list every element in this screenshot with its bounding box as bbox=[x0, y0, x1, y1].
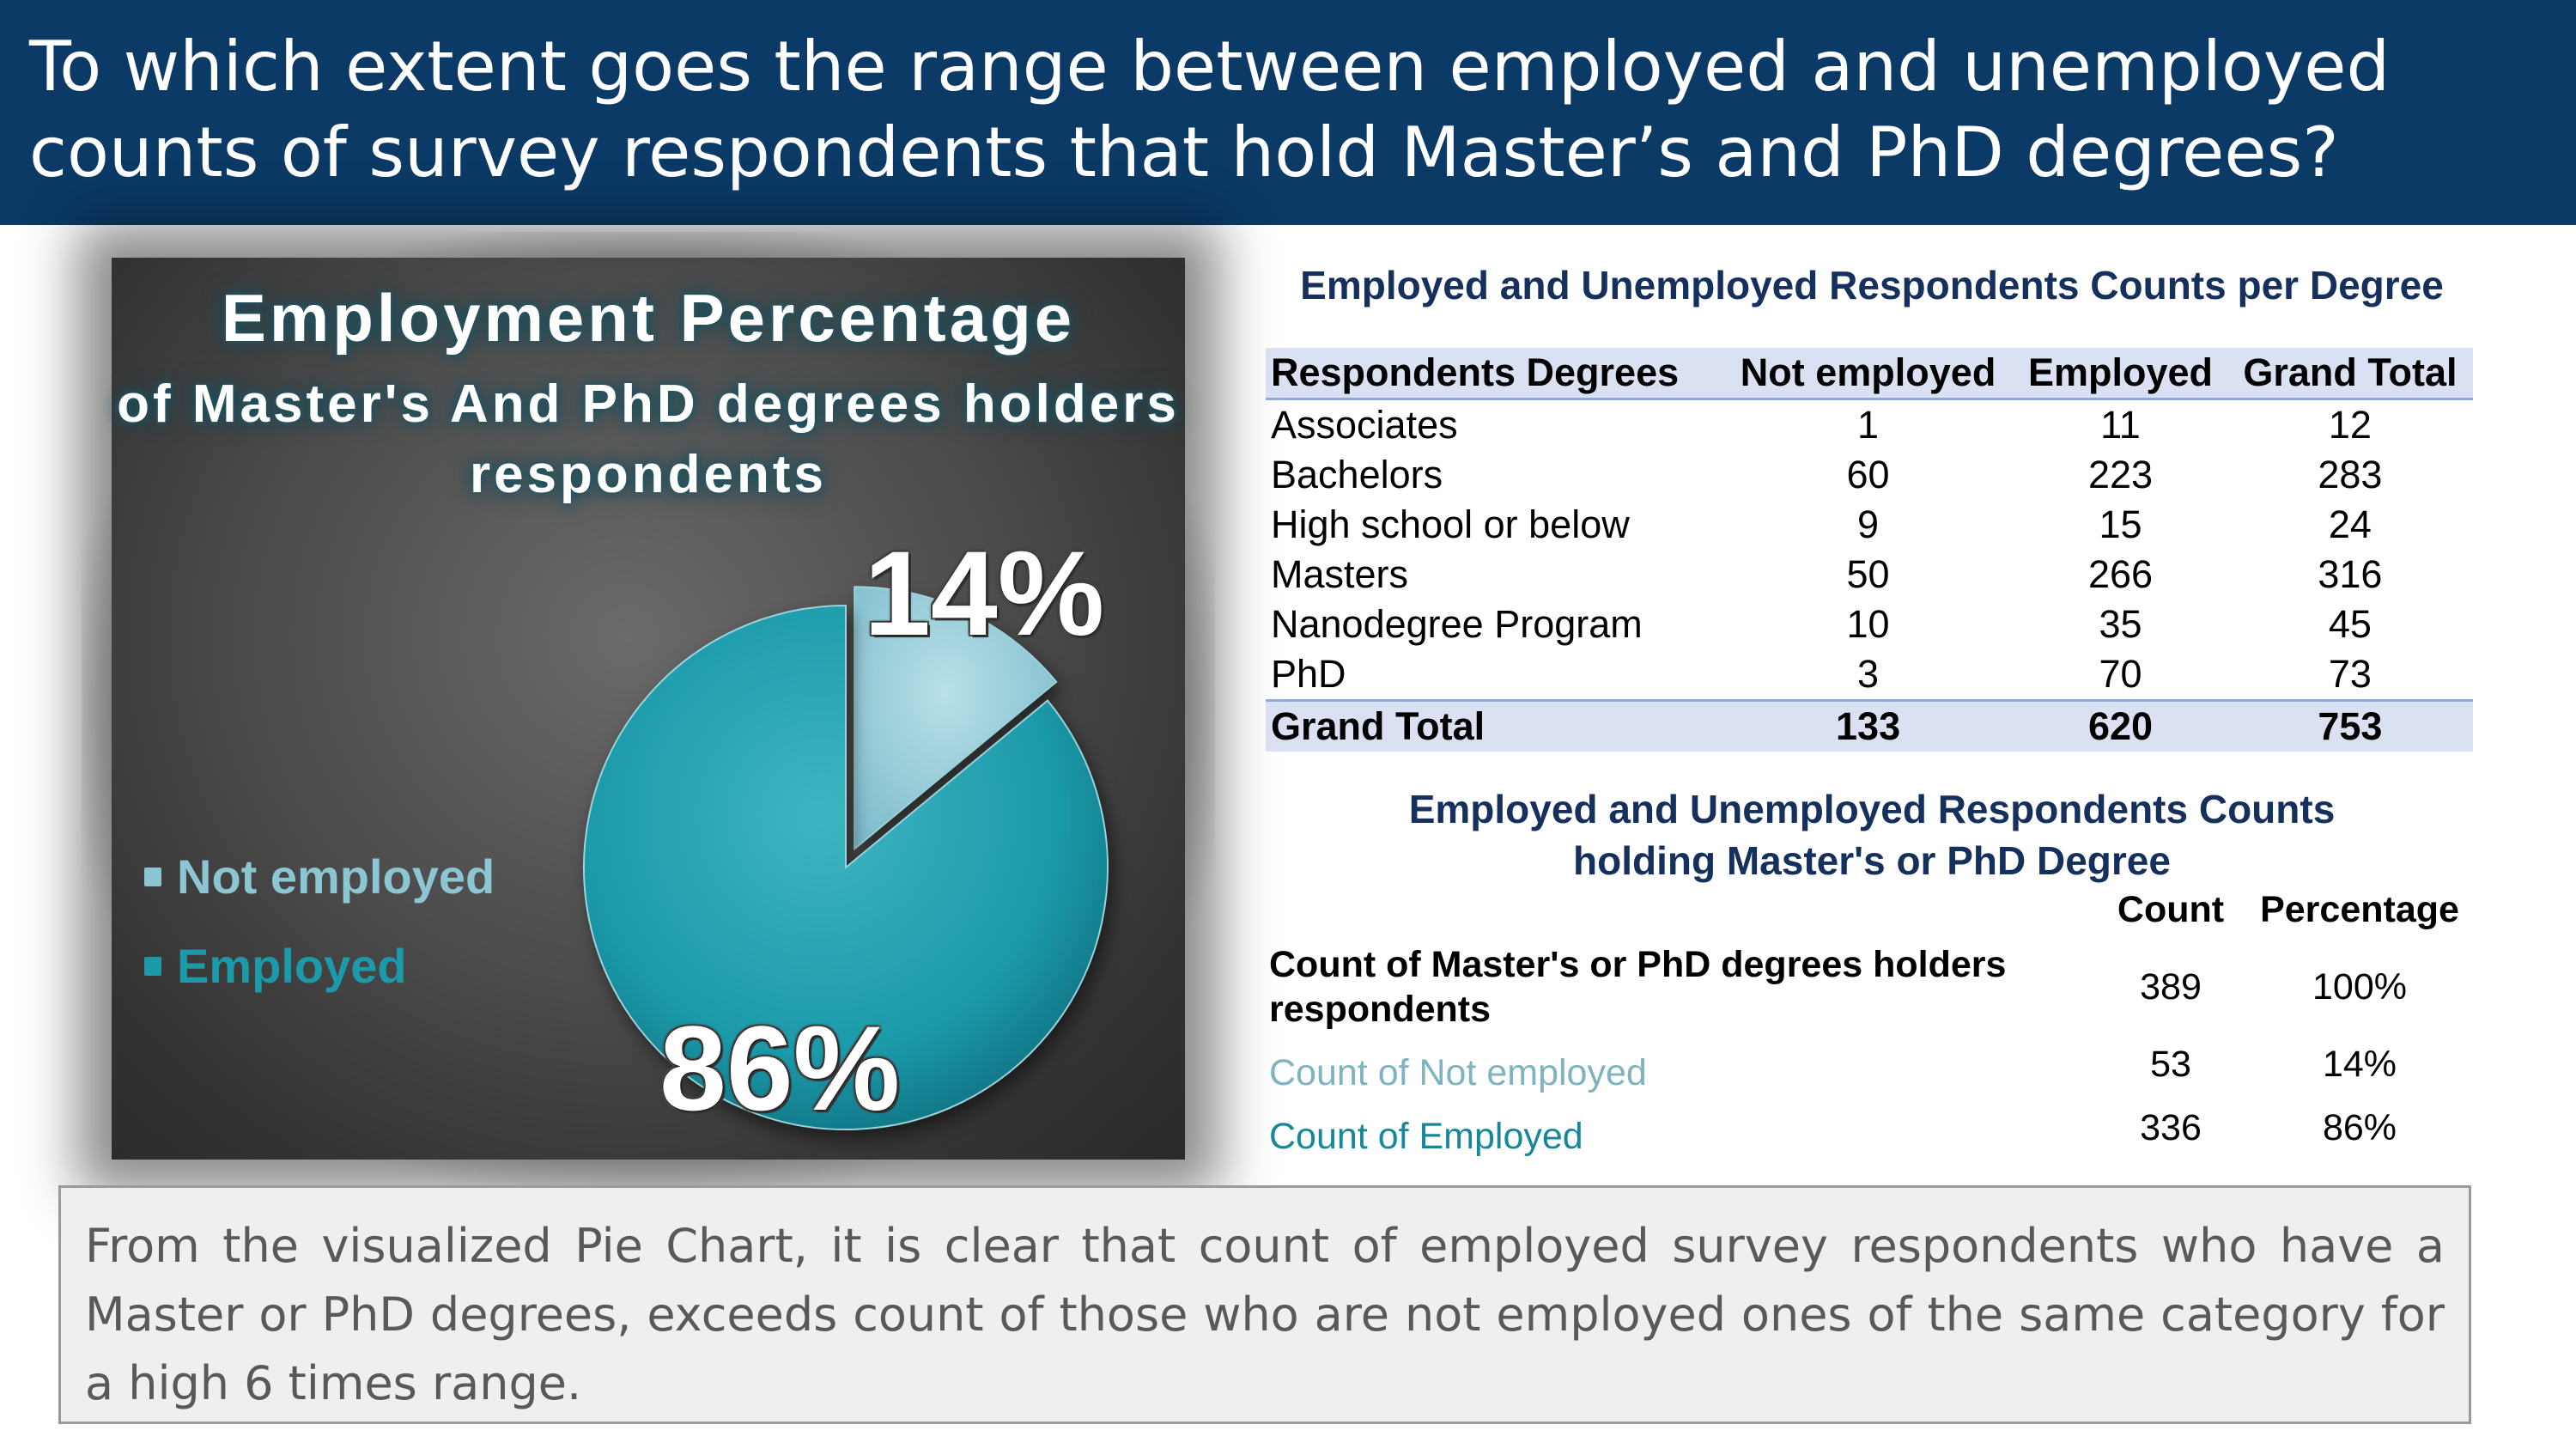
cell-employed: 266 bbox=[2087, 552, 2154, 596]
legend-swatch-employed bbox=[144, 956, 161, 976]
total-label: Grand Total bbox=[1266, 699, 1722, 752]
cell-employed: 35 bbox=[2099, 602, 2142, 646]
summary-count-not-employed: 53 bbox=[2150, 1044, 2191, 1085]
cell-degree: Bachelors bbox=[1271, 453, 1443, 496]
cell-grand-total: 73 bbox=[2328, 652, 2372, 696]
cell-grand-total: 24 bbox=[2328, 502, 2372, 546]
cell-degree: Nanodegree Program bbox=[1271, 602, 1643, 646]
total-not-employed: 133 bbox=[1722, 699, 2014, 752]
total-employed: 620 bbox=[2014, 699, 2227, 752]
cell-degree: Masters bbox=[1271, 552, 1409, 596]
summary-label-employed: Count of Employed bbox=[1269, 1116, 1583, 1157]
slice-label-not-employed: 14% bbox=[864, 526, 1105, 661]
table-row: Masters 50 266 316 bbox=[1266, 550, 2473, 600]
cell-not-employed: 50 bbox=[1846, 552, 1890, 596]
header-not-employed: Not employed bbox=[1722, 348, 2014, 400]
header-employed: Employed bbox=[2014, 348, 2227, 400]
table-row: High school or below 9 15 24 bbox=[1266, 500, 2473, 550]
cell-employed: 70 bbox=[2099, 652, 2142, 696]
summary-label-total: Count of Master's or PhD degrees holders… bbox=[1269, 944, 2007, 1030]
cell-not-employed: 1 bbox=[1857, 403, 1880, 447]
legend-label-not-employed: Not employed bbox=[177, 849, 495, 904]
legend-swatch-not-employed bbox=[144, 867, 161, 886]
summary-count-employed: 336 bbox=[2140, 1107, 2202, 1148]
legend-label-employed: Employed bbox=[177, 939, 407, 993]
degrees-table: Respondents Degrees Not employed Employe… bbox=[1266, 348, 2473, 752]
cell-employed: 223 bbox=[2087, 453, 2154, 496]
slice-label-employed: 86% bbox=[659, 1001, 901, 1135]
cell-not-employed: 9 bbox=[1857, 502, 1880, 546]
chart-subtitle: of Master's And PhD degrees holders resp… bbox=[117, 374, 1180, 504]
table-row: Nanodegree Program 10 35 45 bbox=[1266, 600, 2473, 649]
cell-grand-total: 316 bbox=[2318, 552, 2383, 596]
summary-label-not-employed: Count of Not employed bbox=[1269, 1052, 1647, 1093]
cell-grand-total: 45 bbox=[2328, 602, 2372, 646]
table-total-row: Grand Total 133 620 753 bbox=[1266, 699, 2473, 752]
summary-pct-employed: 86% bbox=[2322, 1107, 2397, 1148]
summary-pct-total: 100% bbox=[2312, 966, 2407, 1008]
legend-item-not-employed: Not employed bbox=[144, 849, 495, 904]
cell-not-employed: 3 bbox=[1857, 652, 1880, 696]
degrees-table-title: Employed and Unemployed Respondents Coun… bbox=[1300, 263, 2444, 307]
summary-col-percentage: Percentage bbox=[2260, 889, 2459, 930]
conclusion-text: From the visualized Pie Chart, it is cle… bbox=[85, 1219, 2445, 1410]
chart-title: Employment Percentage bbox=[221, 280, 1076, 356]
header-degrees: Respondents Degrees bbox=[1266, 348, 1722, 400]
cell-not-employed: 10 bbox=[1846, 602, 1890, 646]
table-row: Associates 1 11 12 bbox=[1266, 399, 2473, 451]
summary-count-total: 389 bbox=[2140, 966, 2202, 1008]
cell-grand-total: 283 bbox=[2318, 453, 2383, 496]
cell-degree: PhD bbox=[1271, 652, 1346, 696]
summary-title-line2: holding Master's or PhD Degree bbox=[1573, 838, 2171, 883]
conclusion-box: From the visualized Pie Chart, it is cle… bbox=[58, 1185, 2471, 1424]
cell-not-employed: 60 bbox=[1846, 453, 1890, 496]
pie-slice-not-employed bbox=[854, 586, 1058, 851]
cell-employed: 15 bbox=[2099, 502, 2142, 546]
cell-degree: Associates bbox=[1271, 403, 1458, 447]
header-grand-total: Grand Total bbox=[2227, 348, 2473, 400]
pie-slice-employed bbox=[583, 604, 1109, 1130]
summary-title-line1: Employed and Unemployed Respondents Coun… bbox=[1408, 787, 2336, 831]
legend-item-employed: Employed bbox=[144, 938, 407, 994]
table-row: Bachelors 60 223 283 bbox=[1266, 450, 2473, 500]
cell-grand-total: 12 bbox=[2328, 403, 2372, 447]
table-header-row: Respondents Degrees Not employed Employe… bbox=[1266, 348, 2473, 400]
total-grand: 753 bbox=[2227, 699, 2473, 752]
summary-pct-not-employed: 14% bbox=[2322, 1044, 2397, 1085]
summary-col-count: Count bbox=[2117, 889, 2225, 930]
page-header: To which extent goes the range between e… bbox=[0, 0, 2576, 225]
page-title: To which extent goes the range between e… bbox=[29, 27, 2391, 192]
summary-title: Employed and Unemployed Respondents Coun… bbox=[1245, 783, 2499, 886]
table-row: PhD 3 70 73 bbox=[1266, 649, 2473, 701]
cell-degree: High school or below bbox=[1271, 502, 1630, 546]
cell-employed: 11 bbox=[2100, 403, 2141, 447]
